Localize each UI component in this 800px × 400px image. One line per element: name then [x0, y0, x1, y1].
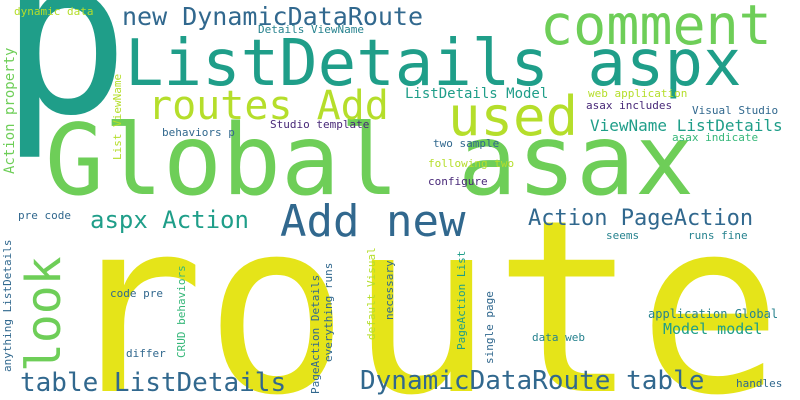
word-listdetails-aspx: ListDetails aspx — [125, 27, 742, 101]
word-table-listdetails: table ListDetails — [20, 368, 287, 398]
word-model-model: Model model — [663, 320, 763, 338]
word-handles: handles — [736, 377, 783, 390]
word-crud-behaviors: CRUD behaviors — [175, 265, 188, 358]
word-comment: comment — [540, 0, 772, 57]
word-asax-indicate: asax indicate — [672, 131, 759, 144]
word-asax-includes: asax includes — [586, 99, 673, 112]
word-pageaction-list: PageAction List — [455, 250, 468, 350]
word-everything-runs: everything runs — [322, 262, 335, 362]
word-web-application: web application — [588, 87, 688, 100]
word-code-pre: code pre — [110, 287, 163, 300]
word-differ: differ — [126, 347, 166, 360]
word-routes-add: routes Add — [148, 83, 389, 129]
word-visual-studio: Visual Studio — [692, 104, 779, 117]
word-anything-listdetails: anything ListDetails — [1, 239, 14, 372]
word-look: look — [16, 256, 72, 372]
word-studio-template: Studio template — [270, 118, 370, 131]
word-new-dynamicdataroute: new DynamicDataRoute — [122, 2, 424, 31]
word-listdetails-model: ListDetails Model — [405, 86, 549, 102]
word-two-sample: two sample — [433, 137, 500, 150]
word-runs-fine: runs fine — [688, 229, 748, 242]
word-route: route — [60, 168, 783, 400]
word-action-property: Action property — [2, 47, 18, 174]
word-following-two: following two — [428, 157, 515, 170]
word-dynamicdataroute-table: DynamicDataRoute table — [360, 366, 705, 396]
word-necessary: necessary — [383, 260, 396, 320]
word-viewname-listdetails: ViewName ListDetails — [590, 116, 783, 135]
word-seems: seems — [606, 229, 640, 242]
word-pageaction-details: PageAction Details — [309, 274, 322, 394]
word-list-viewname: List ViewName — [111, 73, 124, 160]
word-dynamic-data: dynamic data — [14, 5, 94, 18]
word-single-page: single page — [483, 291, 496, 364]
word-default-visual: default Visual — [365, 247, 378, 340]
word-add-new: Add new — [280, 196, 466, 247]
word-configure: configure — [428, 175, 488, 188]
word-aspx-action: aspx Action — [90, 206, 249, 234]
word-action-pageaction: Action PageAction — [528, 206, 754, 231]
word-used: used — [448, 85, 579, 148]
word-data-web: data web — [532, 331, 585, 344]
word-global-asax: Global asax — [45, 104, 695, 218]
word-application-global: application Global — [648, 307, 779, 321]
word-p: p — [0, 0, 130, 163]
word-details-viewname: Details ViewName — [258, 23, 364, 36]
word-pre-code: pre code — [18, 209, 71, 222]
word-behaviors-p: behaviors p — [162, 126, 235, 139]
